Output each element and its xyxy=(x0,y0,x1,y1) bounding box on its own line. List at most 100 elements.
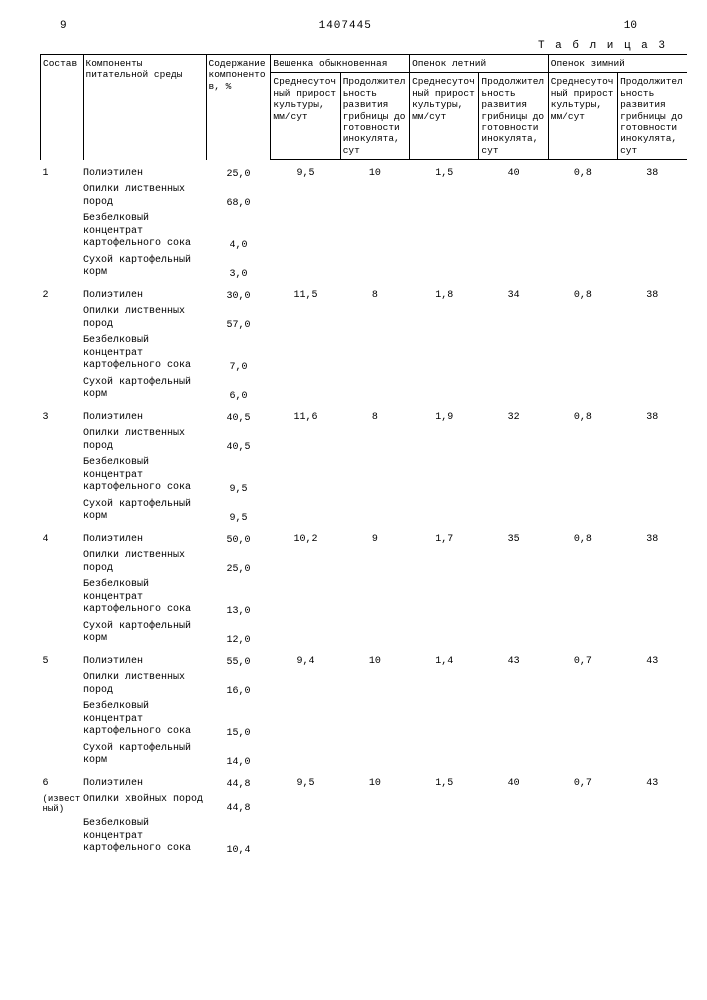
value-cell xyxy=(548,792,617,816)
component-cell: Опилки лиственных пород xyxy=(83,548,206,577)
table-row: Безбелковый концентрат картофельного сок… xyxy=(41,333,688,375)
row-id-cell: 6 xyxy=(41,770,84,793)
value-cell: 0,8 xyxy=(548,404,617,427)
value-cell xyxy=(271,548,340,577)
value-cell xyxy=(479,304,548,333)
col-span-openok-zimniy: Опенок зимний xyxy=(548,55,687,73)
value-cell xyxy=(618,375,687,404)
value-cell: 1,4 xyxy=(410,648,479,671)
value-cell xyxy=(479,548,548,577)
percent-cell: 10,4 xyxy=(206,816,271,858)
component-cell: Опилки лиственных пород xyxy=(83,304,206,333)
row-id-cell: 5 xyxy=(41,648,84,671)
value-cell xyxy=(548,211,617,253)
value-cell xyxy=(618,426,687,455)
value-cell: 9,5 xyxy=(271,770,340,793)
component-cell: Опилки хвойных пород xyxy=(83,792,206,816)
value-cell: 40 xyxy=(479,160,548,183)
value-cell: 38 xyxy=(618,526,687,549)
component-cell: Полиэтилен xyxy=(83,282,206,305)
table-row: Опилки лиственных пород57,0 xyxy=(41,304,688,333)
value-cell: 38 xyxy=(618,404,687,427)
table-row: 5Полиэтилен55,09,4101,4430,743 xyxy=(41,648,688,671)
value-cell xyxy=(410,497,479,526)
table-row: Безбелковый концентрат картофельного сок… xyxy=(41,211,688,253)
col-sub-growth-1: Среднесуточный прирост культуры, мм/сут xyxy=(271,73,340,160)
value-cell xyxy=(271,619,340,648)
value-cell xyxy=(618,455,687,497)
table-row: Опилки лиственных пород25,0 xyxy=(41,548,688,577)
row-id-cell xyxy=(41,253,84,282)
value-cell xyxy=(340,699,409,741)
value-cell: 1,5 xyxy=(410,770,479,793)
value-cell xyxy=(548,426,617,455)
value-cell xyxy=(618,619,687,648)
col-span-openok-letniy: Опенок летний xyxy=(410,55,549,73)
value-cell: 0,7 xyxy=(548,648,617,671)
value-cell: 1,7 xyxy=(410,526,479,549)
value-cell xyxy=(340,333,409,375)
row-id-cell xyxy=(41,455,84,497)
value-cell xyxy=(271,455,340,497)
component-cell: Опилки лиственных пород xyxy=(83,426,206,455)
percent-cell: 16,0 xyxy=(206,670,271,699)
percent-cell: 9,5 xyxy=(206,455,271,497)
percent-cell: 6,0 xyxy=(206,375,271,404)
row-id-cell xyxy=(41,816,84,858)
value-cell xyxy=(340,182,409,211)
value-cell xyxy=(340,792,409,816)
row-id-cell xyxy=(41,333,84,375)
value-cell xyxy=(410,741,479,770)
value-cell xyxy=(410,182,479,211)
table-row: 3Полиэтилен40,511,681,9320,838 xyxy=(41,404,688,427)
row-id-cell xyxy=(41,211,84,253)
value-cell: 11,6 xyxy=(271,404,340,427)
table-row: Безбелковый концентрат картофельного сок… xyxy=(41,577,688,619)
value-cell xyxy=(618,497,687,526)
component-cell: Безбелковый концентрат картофельного сок… xyxy=(83,333,206,375)
percent-cell: 44,8 xyxy=(206,792,271,816)
row-id-cell xyxy=(41,497,84,526)
row-id-cell xyxy=(41,670,84,699)
percent-cell: 40,5 xyxy=(206,404,271,427)
table-header: Состав Компоненты питательной среды Соде… xyxy=(41,55,688,160)
col-sub-duration-2: Продолжительность развития грибницы до г… xyxy=(479,73,548,160)
table-caption: Т а б л и ц а 3 xyxy=(40,40,687,52)
component-cell: Безбелковый концентрат картофельного сок… xyxy=(83,699,206,741)
component-cell: Опилки лиственных пород xyxy=(83,182,206,211)
component-cell: Полиэтилен xyxy=(83,160,206,183)
value-cell xyxy=(548,182,617,211)
value-cell xyxy=(340,670,409,699)
value-cell xyxy=(479,211,548,253)
value-cell: 9,5 xyxy=(271,160,340,183)
value-cell xyxy=(479,455,548,497)
row-id-cell xyxy=(41,375,84,404)
table-row: 4Полиэтилен50,010,291,7350,838 xyxy=(41,526,688,549)
value-cell xyxy=(410,577,479,619)
component-cell: Сухой картофельный корм xyxy=(83,253,206,282)
value-cell xyxy=(479,426,548,455)
value-cell xyxy=(271,577,340,619)
value-cell xyxy=(271,670,340,699)
percent-cell: 50,0 xyxy=(206,526,271,549)
value-cell xyxy=(618,211,687,253)
value-cell xyxy=(410,333,479,375)
percent-cell: 68,0 xyxy=(206,182,271,211)
value-cell xyxy=(548,816,617,858)
row-id-cell xyxy=(41,426,84,455)
col-span-veshenka: Вешенка обыкновенная xyxy=(271,55,410,73)
table-row: 1Полиэтилен25,09,5101,5400,838 xyxy=(41,160,688,183)
value-cell xyxy=(479,670,548,699)
col-sub-growth-3: Среднесуточный прирост культуры, мм/сут xyxy=(548,73,617,160)
component-cell: Сухой картофельный корм xyxy=(83,619,206,648)
value-cell xyxy=(618,699,687,741)
value-cell xyxy=(479,577,548,619)
value-cell: 0,8 xyxy=(548,160,617,183)
value-cell xyxy=(479,182,548,211)
percent-cell: 15,0 xyxy=(206,699,271,741)
value-cell: 0,7 xyxy=(548,770,617,793)
row-id-cell xyxy=(41,741,84,770)
value-cell: 43 xyxy=(618,770,687,793)
component-cell: Безбелковый концентрат картофельного сок… xyxy=(83,211,206,253)
percent-cell: 25,0 xyxy=(206,160,271,183)
